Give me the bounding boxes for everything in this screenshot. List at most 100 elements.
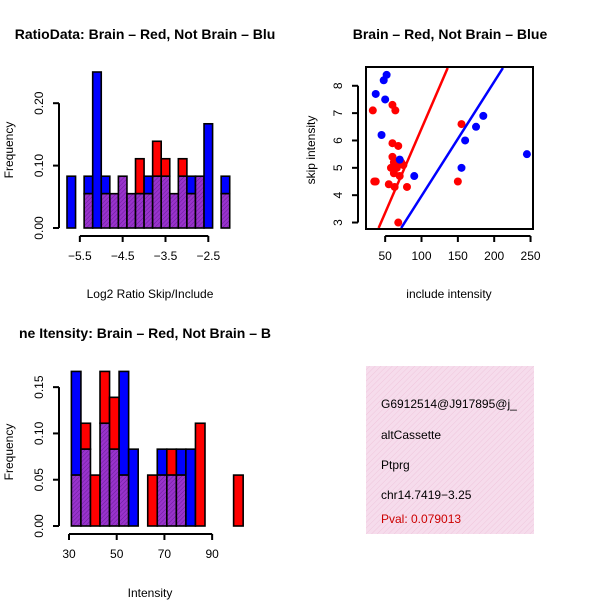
scatter-point-blue xyxy=(410,172,419,181)
scatter-point-blue xyxy=(377,131,386,140)
scatter-y-tick-label: 8 xyxy=(331,82,345,89)
scatter-ylabel: skip intensity xyxy=(304,116,318,185)
ratio-histogram-bar-overlap xyxy=(83,192,94,229)
intensity-histogram-bar-top xyxy=(118,370,130,476)
ratio-histogram-bar-overlap xyxy=(160,175,171,229)
intensity-histogram-bar-top xyxy=(232,474,244,527)
ratio-histogram-x-tick-label: −2.5 xyxy=(196,249,220,263)
scatter-point-blue xyxy=(371,89,380,98)
scatter-point-red xyxy=(394,218,403,227)
scatter-point-blue xyxy=(382,70,391,79)
intensity-histogram-bar-overlap xyxy=(118,474,130,527)
intensity-histogram-x-tick-label: 50 xyxy=(110,547,124,561)
intensity-histogram-bar-top xyxy=(156,448,168,476)
ratio-histogram-bar-top xyxy=(177,157,188,178)
intensity-histogram-bar-top xyxy=(175,448,187,476)
ratio-histogram-bar-overlap xyxy=(151,175,163,229)
ratio-histogram-bars xyxy=(66,71,231,229)
ratio-histogram-bar-top xyxy=(134,157,145,195)
intensity-histogram-bar-top xyxy=(166,448,178,476)
intensity-histogram-bar-overlap xyxy=(80,448,92,527)
intensity-histogram-bar-overlap xyxy=(175,474,187,527)
scatter-panel: 50 100 150 200 250 3 4 5 6 7 8 Brain – Red, Not Br… xyxy=(304,26,547,301)
ratio-histogram-ylabel: Frequency xyxy=(2,122,16,179)
ratio-histogram-x-tick-label: −3.5 xyxy=(154,249,178,263)
scatter-x-tick-label: 200 xyxy=(484,249,504,263)
scatter-y-tick-label: 4 xyxy=(331,192,345,199)
scatter-point-blue xyxy=(381,95,390,104)
ratio-histogram-bar-top xyxy=(143,175,154,195)
intensity-histogram-bar-top xyxy=(146,474,159,527)
ratio-histogram-bar-top xyxy=(160,157,171,178)
ratio-histogram-y-tick-label: 0.10 xyxy=(32,154,46,178)
scatter-points xyxy=(368,68,531,228)
ratio-histogram-bar-top xyxy=(83,175,94,195)
scatter-point-blue xyxy=(457,163,466,172)
scatter-point-red xyxy=(457,120,466,129)
intensity-histogram-axes: 30 50 70 90 0.00 0.05 0.10 0.15 xyxy=(32,375,219,561)
ratio-histogram-x-tick-label: −4.5 xyxy=(111,249,135,263)
ratio-histogram-bar-top xyxy=(66,175,77,229)
ratio-histogram-panel: −5.5 −4.5 −3.5 −2.5 0.00 0.10 0.20 RatioData: … xyxy=(2,26,275,301)
ratio-histogram-bar-top xyxy=(100,175,111,195)
scatter-x-tick-label: 150 xyxy=(448,249,468,263)
intensity-histogram-y-tick-label: 0.15 xyxy=(32,375,46,399)
intensity-histogram-x-tick-label: 70 xyxy=(158,547,172,561)
intensity-histogram-bar-overlap xyxy=(156,474,168,527)
scatter-point-red xyxy=(453,177,462,186)
scatter-point-red xyxy=(392,163,401,172)
scatter-y-tick-label: 5 xyxy=(331,164,345,171)
intensity-histogram-bar-top xyxy=(99,370,111,425)
scatter-axes: 50 100 150 200 250 3 4 5 6 7 8 xyxy=(331,82,541,263)
ratio-histogram-bar-overlap xyxy=(220,192,231,229)
scatter-point-red xyxy=(390,182,399,191)
intensity-histogram-bar-top xyxy=(185,448,197,527)
info-gene-name: Ptprg xyxy=(381,458,410,472)
intensity-histogram-y-tick-label: 0.00 xyxy=(32,514,46,538)
scatter-x-tick-label: 250 xyxy=(521,249,541,263)
scatter-point-red xyxy=(402,182,411,191)
scatter-point-blue xyxy=(395,155,404,164)
ratio-histogram-bar-overlap xyxy=(143,192,154,229)
intensity-histogram-bar-top xyxy=(80,422,92,450)
scatter-title: Brain – Red, Not Brain – Blue xyxy=(353,26,548,42)
intensity-histogram-bar-top xyxy=(127,448,139,527)
ratio-histogram-bar-overlap xyxy=(177,175,188,229)
intensity-histogram-bar-overlap xyxy=(70,474,82,527)
info-panel-background xyxy=(366,366,534,534)
ratio-histogram-bar-overlap xyxy=(117,175,128,229)
scatter-y-tick-label: 7 xyxy=(331,109,345,116)
intensity-histogram-bar-overlap xyxy=(108,448,120,527)
info-event-type: altCassette xyxy=(381,428,441,442)
scatter-fit-line-blue xyxy=(400,68,504,228)
scatter-point-red xyxy=(371,177,380,186)
scatter-point-blue xyxy=(522,150,531,159)
ratio-histogram-y-tick-label: 0.20 xyxy=(32,91,46,115)
ratio-histogram-axes: −5.5 −4.5 −3.5 −2.5 0.00 0.10 0.20 xyxy=(32,91,220,263)
intensity-histogram-title: ne Itensity: Brain – Red, Not Brain – B xyxy=(19,325,271,341)
info-event-id: G6912514@J917895@j_ xyxy=(381,397,517,411)
intensity-histogram-bar-overlap xyxy=(99,422,111,527)
info-locus: chr14.7419−3.25 xyxy=(381,488,472,502)
ratio-histogram-xlabel: Log2 Ratio Skip/Include xyxy=(87,287,214,301)
ratio-histogram-title: RatioData: Brain – Red, Not Brain – Blu xyxy=(15,26,276,42)
scatter-y-tick-label: 6 xyxy=(331,137,345,144)
info-pval: Pval: 0.079013 xyxy=(381,512,461,526)
scatter-x-tick-label: 50 xyxy=(378,249,392,263)
ratio-histogram-bar-overlap xyxy=(168,192,180,229)
scatter-point-red xyxy=(395,172,404,181)
intensity-histogram-bar-overlap xyxy=(166,474,178,527)
scatter-point-red xyxy=(391,106,400,115)
intensity-histogram-xlabel: Intensity xyxy=(128,586,173,600)
ratio-histogram-bar-top xyxy=(220,175,231,195)
intensity-histogram-x-tick-label: 90 xyxy=(205,547,219,561)
ratio-histogram-bar-overlap xyxy=(109,192,120,229)
ratio-histogram-bar-overlap xyxy=(186,192,197,229)
scatter-point-blue xyxy=(461,136,470,145)
intensity-histogram-x-tick-label: 30 xyxy=(62,547,76,561)
scatter-plot-frame xyxy=(365,66,534,230)
ratio-histogram-bar-overlap xyxy=(134,192,145,229)
scatter-point-blue xyxy=(472,122,481,131)
ratio-histogram-bar-top xyxy=(186,175,197,195)
